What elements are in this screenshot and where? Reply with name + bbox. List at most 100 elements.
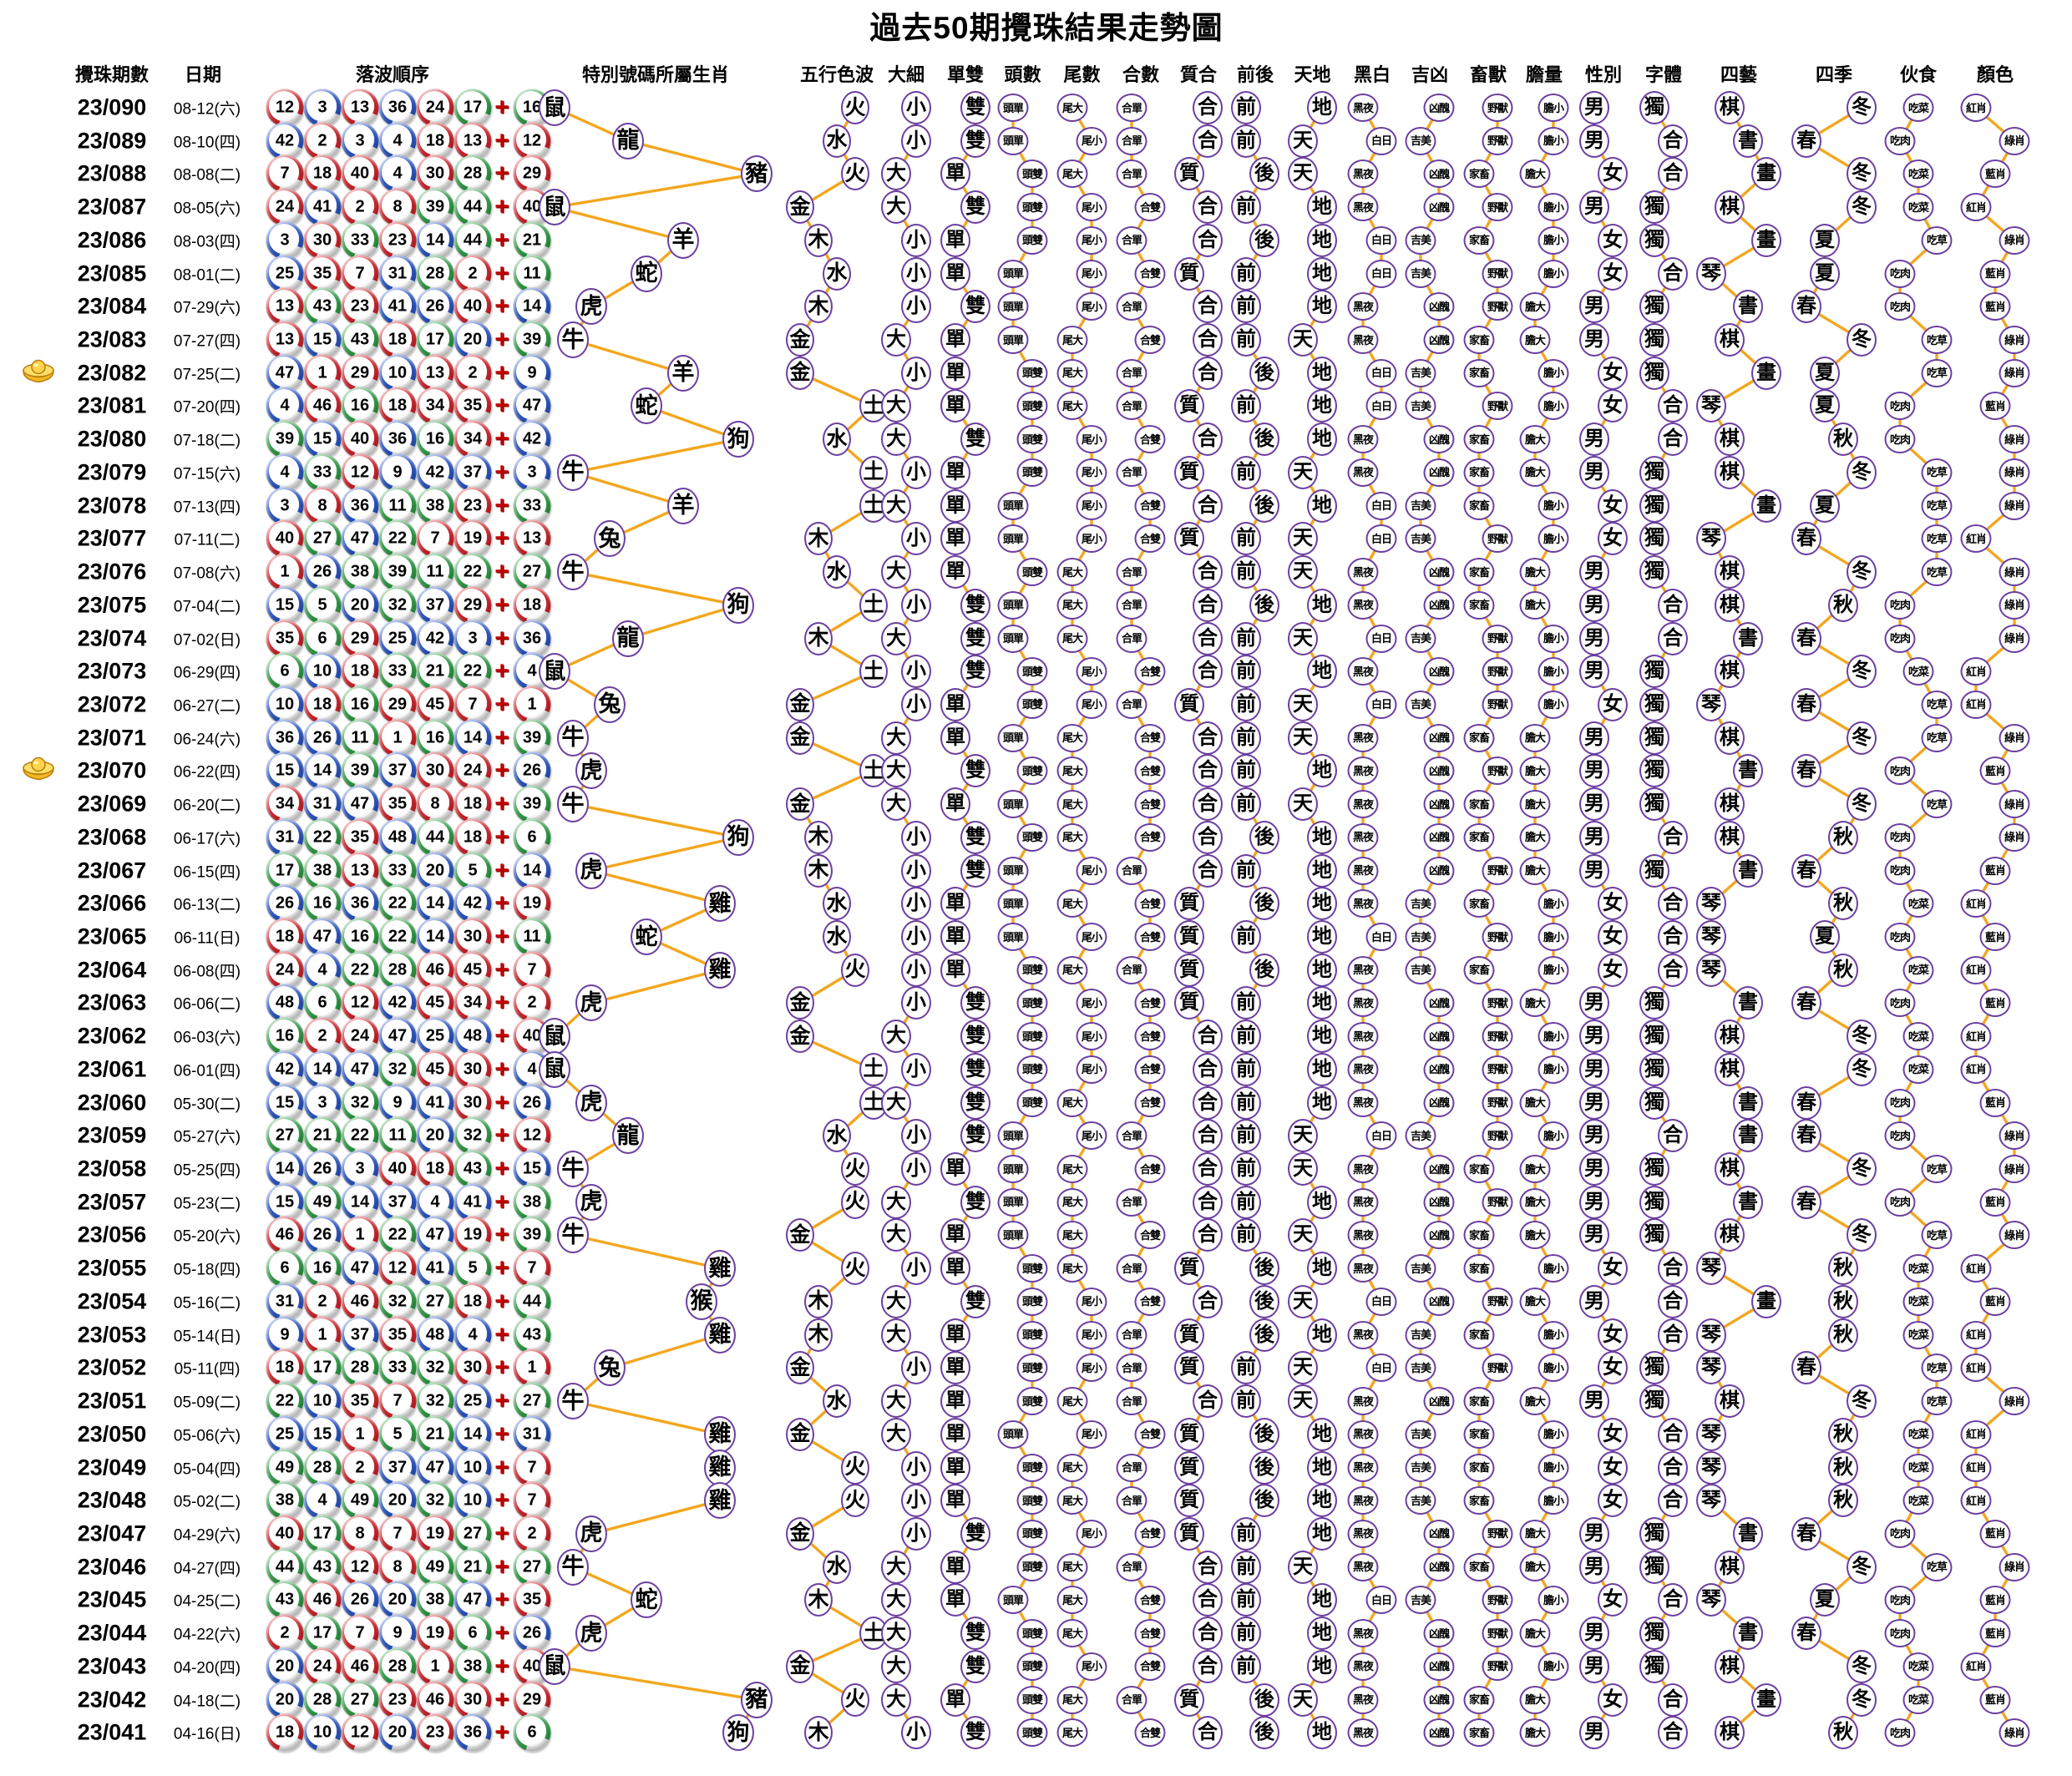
draw-date: 07-04(二) [173, 598, 241, 616]
ball: 28 [341, 1348, 379, 1387]
attr-marker-season: 秋 [1828, 1484, 1858, 1518]
ball: 4 [378, 122, 417, 160]
ball: 3 [266, 487, 304, 525]
ball-number: 4 [430, 1192, 440, 1212]
special-ball: 27 [513, 553, 551, 591]
attr-marker-luck: 吉美 [1405, 1419, 1436, 1449]
plus-icon: + [494, 790, 509, 818]
element-marker: 火 [841, 157, 869, 191]
attr-marker-sum: 合單 [1116, 225, 1147, 255]
ball: 46 [303, 1581, 342, 1619]
attr-marker-script: 獨 [1639, 853, 1669, 888]
attr-marker-prime: 合 [1193, 124, 1223, 158]
column-header-element: 五行色波 [799, 64, 874, 85]
attr-marker-luck: 凶醜 [1423, 326, 1455, 355]
ball: 2 [303, 122, 342, 160]
attr-marker-arts: 琴 [1696, 522, 1726, 556]
ball: 45 [416, 984, 454, 1022]
attr-marker-animal: 野獸 [1482, 989, 1513, 1018]
attr-marker-sum: 合單 [1116, 1685, 1147, 1714]
attr-marker-frontback: 後 [1249, 223, 1279, 257]
attr-marker-season: 冬 [1847, 787, 1877, 822]
attr-marker-season: 冬 [1847, 190, 1877, 225]
ball: 35 [378, 785, 417, 823]
ball-number: 13 [425, 363, 445, 382]
attr-marker-food: 吃肉 [1884, 425, 1916, 454]
ball: 32 [416, 1481, 454, 1520]
ball: 18 [266, 1348, 304, 1387]
ball: 49 [266, 1449, 304, 1487]
attr-marker-luck: 凶醜 [1423, 790, 1455, 819]
attr-marker-head: 頭雙 [1016, 458, 1048, 487]
attr-marker-skyearth: 天 [1288, 1119, 1318, 1153]
attr-marker-food: 吃肉 [1884, 126, 1916, 155]
draw-date: 04-27(四) [173, 1560, 241, 1578]
ball-number: 22 [388, 927, 408, 946]
attr-marker-skyearth: 地 [1307, 488, 1337, 523]
ball-number: 14 [312, 1060, 332, 1079]
attr-marker-animal: 家畜 [1463, 1718, 1495, 1748]
ball-number: 8 [317, 496, 327, 515]
ball: 2 [266, 1614, 304, 1652]
attr-marker-script: 合 [1658, 1252, 1688, 1286]
attr-marker-script: 獨 [1639, 555, 1669, 589]
ball: 7 [416, 519, 454, 558]
plus-icon: + [494, 126, 509, 154]
attr-marker-color: 紅肖 [1960, 1652, 1992, 1681]
attr-marker-gender: 男 [1579, 190, 1609, 225]
ball-number: 2 [317, 1292, 327, 1311]
attr-marker-skyearth: 天 [1288, 522, 1318, 556]
draw-number: 23/070 [77, 757, 147, 783]
attr-marker-frontback: 前 [1231, 986, 1261, 1020]
draw-date: 06-20(二) [173, 797, 241, 815]
ball: 13 [341, 89, 379, 127]
attr-marker-arts: 棋 [1715, 1218, 1745, 1252]
ball-number: 47 [350, 1258, 370, 1278]
attr-marker-prime: 合 [1193, 787, 1223, 822]
attr-marker-season: 冬 [1847, 1218, 1877, 1252]
ball: 47 [341, 785, 379, 823]
attr-marker-daynight: 黑夜 [1347, 1221, 1379, 1250]
attr-marker-arts: 棋 [1715, 555, 1745, 589]
ball-number: 2 [355, 1458, 365, 1477]
attr-marker-parity: 雙 [960, 1649, 990, 1683]
attr-marker-head: 頭雙 [1016, 225, 1048, 255]
attr-marker-arts: 書 [1733, 1516, 1763, 1551]
attr-marker-animal: 家畜 [1463, 1419, 1495, 1449]
plus-icon: + [494, 1022, 509, 1050]
attr-marker-skyearth: 地 [1307, 820, 1337, 854]
attr-marker-head: 頭單 [997, 1121, 1029, 1151]
ball: 26 [266, 884, 304, 923]
ball: 39 [341, 751, 379, 790]
ball: 41 [416, 1084, 454, 1122]
ball-number: 2 [527, 1524, 537, 1543]
ball-number: 49 [425, 1557, 445, 1576]
draw-date: 07-13(四) [173, 498, 241, 517]
ball-number: 12 [350, 993, 370, 1012]
attr-marker-animal: 家畜 [1463, 1552, 1495, 1581]
attr-marker-script: 獨 [1639, 323, 1669, 357]
attr-marker-courage: 膽小 [1538, 524, 1569, 554]
ball-number: 26 [312, 728, 332, 747]
ball-number: 11 [388, 1126, 407, 1145]
ball-number: 13 [350, 861, 370, 880]
zodiac-marker: 虎 [575, 1615, 607, 1652]
ball: 9 [266, 1316, 304, 1354]
attr-marker-parity: 單 [940, 1384, 970, 1419]
ball-number: 13 [522, 529, 542, 548]
ball-number: 12 [350, 1723, 370, 1742]
attr-marker-sum: 合雙 [1134, 1652, 1166, 1681]
ball-number: 32 [388, 1060, 408, 1079]
ball-number: 12 [350, 463, 370, 482]
attr-marker-food: 吃肉 [1884, 1519, 1916, 1548]
attr-marker-tail: 尾小 [1076, 923, 1107, 951]
attr-marker-tail: 尾大 [1056, 1088, 1088, 1117]
ball-number: 18 [463, 794, 483, 813]
plus-icon: + [494, 624, 509, 652]
draw-number: 23/077 [77, 525, 147, 551]
attr-marker-prime: 合 [1193, 1152, 1223, 1187]
special-ball: 31 [513, 1415, 551, 1454]
ball-number: 6 [317, 993, 327, 1012]
attr-marker-arts: 琴 [1696, 1450, 1726, 1485]
ball-number: 30 [463, 1060, 483, 1079]
